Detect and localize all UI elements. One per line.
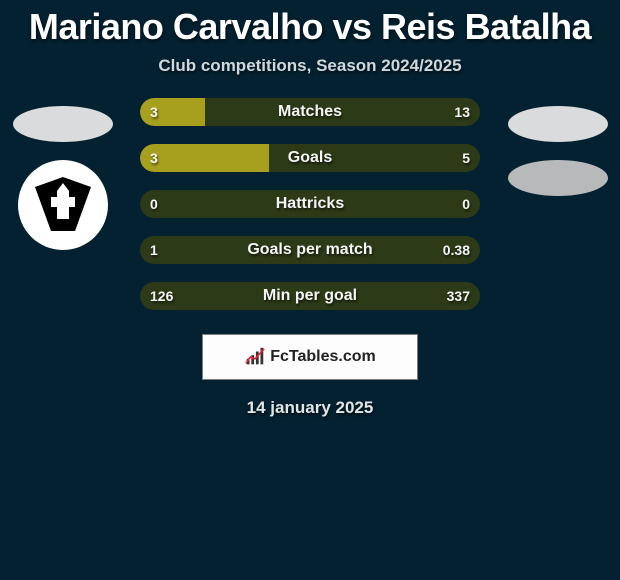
stat-label: Matches (140, 98, 480, 126)
stat-bar-2: 00Hattricks (140, 190, 480, 218)
stat-label: Hattricks (140, 190, 480, 218)
subtitle: Club competitions, Season 2024/2025 (10, 56, 610, 98)
brand-text: FcTables.com (270, 348, 376, 366)
player-photo-left-placeholder (13, 106, 113, 142)
stat-bar-3: 10.38Goals per match (140, 236, 480, 264)
brand-logo: FcTables.com (244, 346, 376, 368)
brand-box[interactable]: FcTables.com (202, 334, 418, 380)
comparison-area: 313Matches 35Goals 00Hattricks 10.38Goals p… (10, 98, 610, 328)
left-side (10, 98, 115, 250)
club-badge-left (18, 160, 108, 250)
stat-label: Goals per match (140, 236, 480, 264)
stat-label: Goals (140, 144, 480, 172)
player-photo-right-placeholder (508, 106, 608, 142)
stats-bars: 313Matches 35Goals 00Hattricks 10.38Goals p… (115, 98, 505, 328)
page-title: Mariano Carvalho vs Reis Batalha (10, 0, 610, 56)
stat-bar-4: 126337Min per goal (140, 282, 480, 310)
date-text: 14 january 2025 (10, 398, 610, 418)
bar-chart-icon (244, 346, 266, 368)
stat-bar-0: 313Matches (140, 98, 480, 126)
right-side (505, 98, 610, 196)
club-badge-right-placeholder (508, 160, 608, 196)
stat-bar-1: 35Goals (140, 144, 480, 172)
academica-icon (31, 173, 95, 237)
stat-label: Min per goal (140, 282, 480, 310)
